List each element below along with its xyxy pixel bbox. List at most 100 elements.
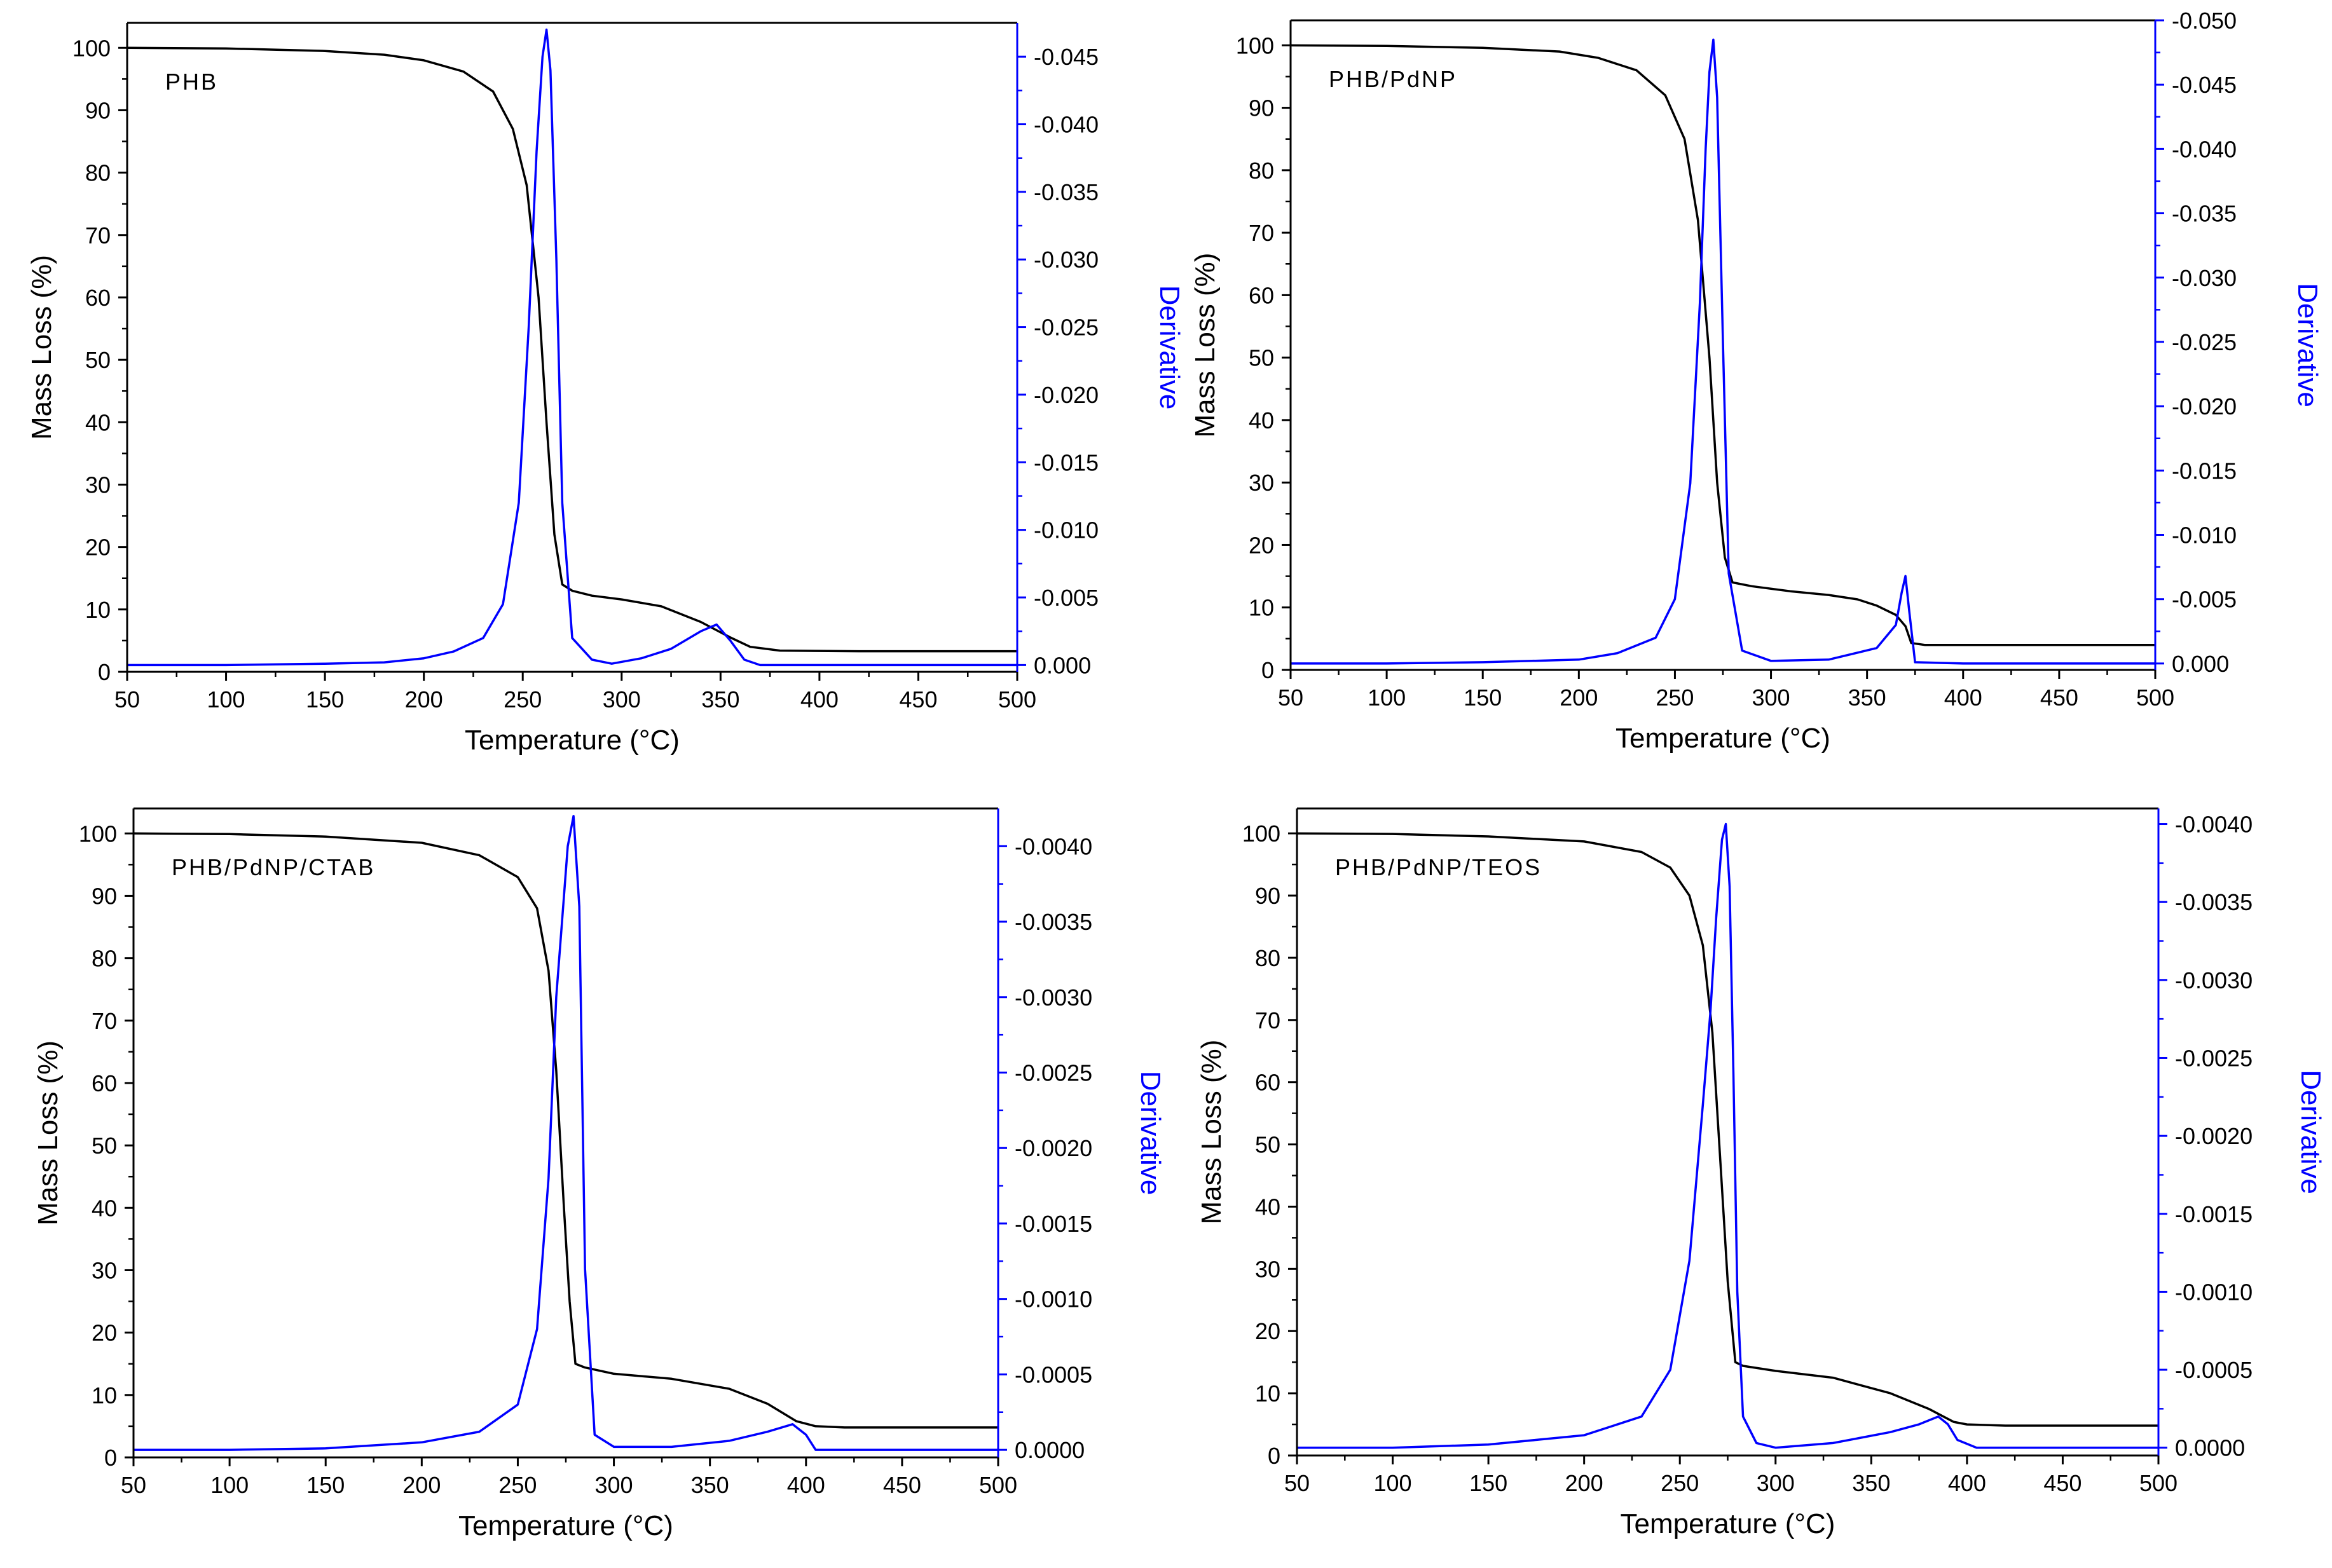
panel-label: PHB/PdNP/TEOS: [1335, 854, 1542, 880]
x-tick-label: 450: [883, 1472, 921, 1498]
x-tick-label: 300: [1757, 1470, 1795, 1496]
y2-tick-label: -0.0005: [1015, 1361, 1092, 1387]
y-tick-label: 40: [1255, 1194, 1280, 1220]
y-tick-label: 30: [1249, 470, 1274, 496]
y2-tick-label: -0.035: [1034, 179, 1099, 205]
y-tick-label: 100: [79, 821, 117, 847]
y-tick-label: 0: [1261, 657, 1274, 683]
x-tick-label: 100: [1374, 1470, 1412, 1496]
y2-tick-label: -0.040: [1034, 112, 1099, 138]
y2-tick-label: -0.025: [2172, 329, 2237, 355]
x-axis-title: Temperature (°C): [458, 1510, 673, 1541]
y2-tick-label: -0.035: [2172, 201, 2237, 227]
x-tick-label: 150: [1469, 1470, 1507, 1496]
x-tick-label: 50: [114, 686, 140, 712]
y-tick-label: 20: [1249, 532, 1274, 558]
y2-axis-title: Derivative: [2292, 283, 2323, 407]
tg-series-line: [133, 832, 998, 1429]
y2-tick-label: -0.0010: [2175, 1279, 2253, 1305]
chart-panel: 50 100 150 200 250 300 350 400 450 500 0 10 20 30 40 50…: [32, 807, 1166, 1541]
y-tick-label: 0: [104, 1445, 117, 1471]
x-tick-label: 450: [2043, 1470, 2082, 1496]
chart-panel: 50 100 150 200 250 300 350 400 450 500 0 10 20 30 40 50…: [26, 22, 1185, 756]
x-tick-label: 400: [787, 1472, 825, 1498]
x-tick-label: 500: [2136, 685, 2174, 711]
x-tick-label: 50: [1284, 1470, 1310, 1496]
y2-tick-label: -0.0035: [2175, 889, 2253, 915]
y2-tick-label: -0.0025: [1015, 1060, 1092, 1086]
x-tick-label: 100: [207, 686, 245, 712]
y2-tick-label: -0.010: [2172, 522, 2237, 549]
tg-series-line: [127, 46, 1017, 653]
y-tick-label: 100: [1242, 821, 1280, 847]
y-tick-label: 60: [85, 285, 111, 311]
dtg-series-line: [127, 28, 1017, 667]
y-tick-label: 20: [1255, 1318, 1280, 1344]
panel-label: PHB/PdNP/CTAB: [172, 854, 375, 880]
y2-axis-title: Derivative: [1154, 285, 1185, 410]
x-tick-label: 250: [498, 1472, 537, 1498]
x-tick-label: 250: [1661, 1470, 1699, 1496]
y-tick-label: 10: [85, 597, 111, 623]
y-tick-label: 80: [1249, 158, 1274, 184]
y-tick-label: 70: [1255, 1007, 1280, 1033]
y-tick-label: 70: [1249, 220, 1274, 246]
y-tick-label: 100: [72, 35, 111, 61]
x-tick-label: 250: [504, 686, 542, 712]
y-tick-label: 30: [85, 472, 111, 498]
y2-tick-label: 0.000: [1034, 652, 1091, 678]
x-tick-label: 300: [603, 686, 641, 712]
y2-tick-label: -0.0020: [1015, 1135, 1092, 1161]
x-tick-label: 450: [899, 686, 937, 712]
y-tick-label: 40: [1249, 407, 1274, 433]
x-tick-label: 400: [1948, 1470, 1986, 1496]
y-tick-label: 40: [85, 409, 111, 435]
x-tick-label: 200: [1565, 1470, 1603, 1496]
y-tick-label: 10: [92, 1382, 117, 1408]
y2-tick-label: -0.050: [2172, 8, 2237, 34]
chart-panels: 50 100 150 200 250 300 350 400 450 50001020304050…: [26, 8, 2326, 1541]
x-axis-title: Temperature (°C): [465, 725, 680, 756]
y2-tick-label: -0.0040: [1015, 833, 1092, 859]
x-tick-label: 300: [595, 1472, 633, 1498]
y2-axis-title: Derivative: [2295, 1070, 2326, 1194]
x-tick-label: 250: [1656, 685, 1694, 711]
y-tick-label: 50: [85, 347, 111, 373]
y-tick-label: 10: [1249, 595, 1274, 621]
y-tick-label: 20: [85, 535, 111, 561]
x-tick-label: 100: [1368, 685, 1406, 711]
y-tick-label: 0: [98, 659, 111, 685]
y-axis-title: Mass Loss (%): [32, 1040, 64, 1225]
y2-tick-label: -0.045: [2172, 72, 2237, 98]
y2-tick-label: -0.0015: [2175, 1201, 2253, 1227]
y2-tick-label: 0.000: [2172, 651, 2229, 677]
tg-series-line: [1290, 44, 2155, 646]
y2-tick-label: -0.0040: [2175, 812, 2253, 838]
y2-tick-label: -0.005: [1034, 585, 1099, 611]
x-tick-label: 450: [2040, 685, 2078, 711]
y2-tick-label: -0.0035: [1015, 909, 1092, 935]
y2-tick-label: -0.020: [1034, 382, 1099, 408]
y2-tick-label: -0.010: [1034, 517, 1099, 543]
x-tick-label: 300: [1752, 685, 1790, 711]
y2-tick-label: -0.020: [2172, 393, 2237, 419]
x-tick-label: 400: [1944, 685, 1982, 711]
panel-label: PHB: [165, 69, 218, 95]
x-tick-label: 350: [1848, 685, 1886, 711]
y-tick-label: 80: [92, 946, 117, 972]
y-tick-label: 20: [92, 1320, 117, 1346]
x-tick-label: 500: [2139, 1470, 2178, 1496]
y2-tick-label: 0.0000: [2175, 1435, 2245, 1461]
x-tick-label: 200: [1560, 685, 1598, 711]
y-tick-label: 90: [92, 883, 117, 909]
y-tick-label: 80: [85, 160, 111, 186]
y-tick-label: 30: [92, 1257, 117, 1283]
x-tick-label: 200: [405, 686, 443, 712]
x-tick-label: 150: [306, 686, 344, 712]
tg-series-line: [1296, 832, 2158, 1427]
y2-tick-label: -0.0010: [1015, 1286, 1092, 1312]
y2-tick-label: -0.045: [1034, 44, 1099, 70]
y2-tick-label: -0.015: [2172, 458, 2237, 484]
x-tick-label: 350: [1852, 1470, 1890, 1496]
y2-tick-label: -0.030: [2172, 265, 2237, 291]
